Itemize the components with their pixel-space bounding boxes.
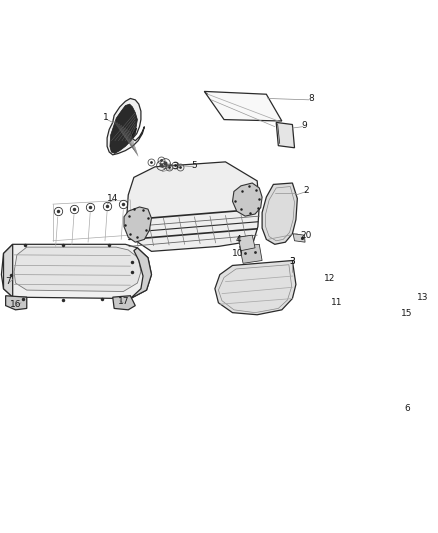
Text: 1: 1	[103, 113, 109, 122]
Polygon shape	[238, 235, 255, 251]
Polygon shape	[1, 244, 152, 298]
Text: 12: 12	[324, 273, 336, 282]
Polygon shape	[276, 123, 294, 148]
Polygon shape	[419, 301, 435, 314]
Text: 13: 13	[417, 293, 428, 302]
Polygon shape	[131, 248, 152, 298]
Polygon shape	[205, 92, 282, 121]
Polygon shape	[110, 104, 138, 154]
Polygon shape	[127, 162, 259, 252]
Polygon shape	[262, 183, 297, 244]
Polygon shape	[355, 304, 368, 337]
Text: 15: 15	[401, 309, 412, 318]
Text: 10: 10	[233, 249, 244, 258]
Text: 3: 3	[172, 163, 178, 171]
Polygon shape	[4, 244, 13, 297]
Text: 16: 16	[10, 300, 21, 309]
Polygon shape	[346, 284, 359, 290]
Text: 2: 2	[304, 185, 309, 195]
Text: 3: 3	[290, 257, 295, 266]
Text: 3: 3	[290, 257, 295, 266]
Text: 9: 9	[301, 121, 307, 130]
Text: 6: 6	[404, 404, 410, 413]
Polygon shape	[293, 234, 305, 242]
Text: 7: 7	[6, 277, 11, 286]
Polygon shape	[345, 281, 361, 295]
Polygon shape	[386, 316, 399, 328]
Polygon shape	[124, 207, 152, 242]
Text: 8: 8	[308, 94, 314, 103]
Text: 4: 4	[235, 235, 241, 244]
Polygon shape	[340, 301, 354, 334]
Polygon shape	[6, 296, 27, 310]
Text: 11: 11	[331, 298, 343, 308]
Polygon shape	[14, 247, 141, 292]
Polygon shape	[233, 183, 262, 216]
Polygon shape	[240, 244, 262, 263]
Text: 17: 17	[117, 297, 129, 306]
Text: 20: 20	[300, 231, 311, 240]
Text: 14: 14	[107, 194, 118, 203]
Text: 5: 5	[191, 161, 197, 170]
Polygon shape	[215, 261, 296, 315]
Polygon shape	[107, 99, 145, 155]
Polygon shape	[113, 296, 135, 310]
